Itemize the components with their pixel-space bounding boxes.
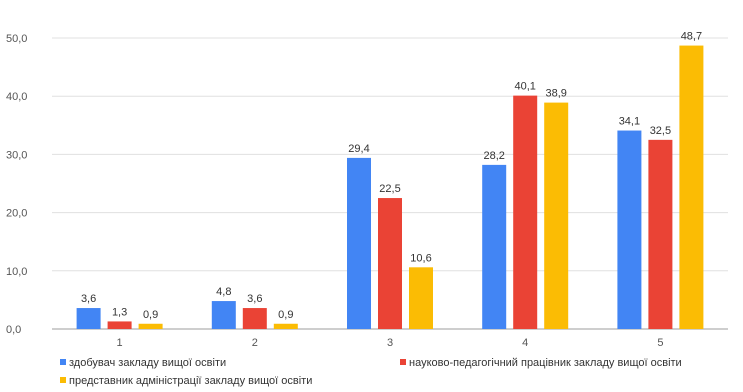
bar: [482, 164, 507, 329]
legend-swatch: [400, 359, 406, 365]
y-tick-label: 10,0: [6, 266, 27, 278]
x-axis-ticks: 1 2 3 4 5: [117, 337, 664, 349]
data-label: 48,7: [681, 31, 702, 43]
x-tick-label: 5: [657, 337, 663, 349]
bar: [138, 323, 163, 329]
bars: [76, 45, 704, 330]
bar: [409, 267, 433, 329]
y-tick-label: 50,0: [6, 33, 27, 45]
legend-label: здобувач закладу вищої освіти: [69, 357, 226, 369]
legend: здобувач закладу вищої освіти науково-пед…: [60, 357, 682, 387]
data-label: 32,5: [650, 125, 671, 137]
bar: [513, 95, 538, 329]
data-label: 3,6: [247, 293, 262, 305]
data-label: 38,9: [545, 88, 566, 100]
data-label: 29,4: [348, 143, 369, 155]
legend-item: здобувач закладу вищої освіти: [60, 357, 226, 369]
bar: [273, 323, 298, 329]
data-label: 34,1: [619, 116, 640, 128]
x-tick-label: 2: [252, 337, 258, 349]
bar: [617, 130, 642, 329]
y-axis-ticks: 0,0 10,0 20,0 30,0 40,0 50,0: [6, 33, 27, 336]
legend-swatch: [60, 377, 66, 383]
data-label: 1,3: [112, 306, 127, 318]
data-label: 40,1: [514, 81, 535, 93]
y-tick-label: 20,0: [6, 208, 27, 220]
data-label: 4,8: [216, 286, 231, 298]
data-labels: 3,6 1,3 0,9 4,8 3,6 0,9 29,4 22,5 10,6 28,2 40,1 38…: [81, 31, 702, 321]
bar: [378, 198, 402, 329]
x-tick-label: 3: [387, 337, 393, 349]
bar: [211, 301, 236, 329]
bar: [544, 102, 569, 330]
bar: [242, 308, 267, 329]
data-label: 0,9: [278, 309, 293, 321]
data-label: 28,2: [483, 150, 504, 162]
legend-item: науково-педагогічний працівник закладу в…: [400, 357, 682, 369]
data-label: 22,5: [379, 183, 400, 195]
legend-swatch: [60, 359, 66, 365]
x-tick-label: 4: [522, 337, 528, 349]
y-tick-label: 0,0: [6, 324, 21, 336]
data-label: 0,9: [143, 309, 158, 321]
data-label: 3,6: [81, 293, 96, 305]
data-label: 10,6: [410, 252, 431, 264]
y-tick-label: 40,0: [6, 91, 27, 103]
legend-label: представник адміністрації закладу вищої …: [69, 375, 312, 387]
x-tick-label: 1: [117, 337, 123, 349]
bar: [347, 157, 371, 329]
bar: [107, 321, 132, 329]
bar: [76, 308, 101, 329]
bar: [648, 139, 673, 329]
y-tick-label: 30,0: [6, 149, 27, 161]
legend-item: представник адміністрації закладу вищої …: [60, 375, 312, 387]
legend-label: науково-педагогічний працівник закладу в…: [409, 357, 682, 369]
bar: [679, 45, 704, 329]
